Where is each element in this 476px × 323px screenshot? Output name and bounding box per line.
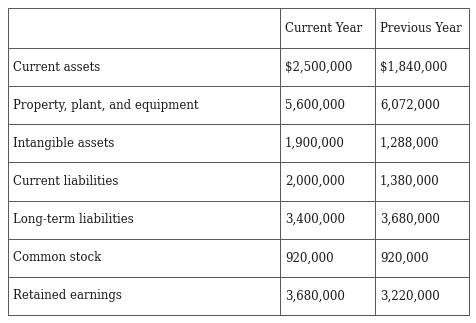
Text: Previous Year: Previous Year: [379, 22, 461, 35]
Text: 1,900,000: 1,900,000: [284, 137, 344, 150]
Text: 5,600,000: 5,600,000: [284, 99, 344, 112]
Text: Current Year: Current Year: [284, 22, 361, 35]
Text: 1,288,000: 1,288,000: [379, 137, 438, 150]
Text: 920,000: 920,000: [379, 251, 428, 264]
Text: 3,220,000: 3,220,000: [379, 289, 439, 302]
Text: $2,500,000: $2,500,000: [284, 61, 352, 74]
Text: Common stock: Common stock: [13, 251, 101, 264]
Text: $1,840,000: $1,840,000: [379, 61, 446, 74]
Text: 2,000,000: 2,000,000: [284, 175, 344, 188]
Text: Long-term liabilities: Long-term liabilities: [13, 213, 133, 226]
Text: 1,380,000: 1,380,000: [379, 175, 439, 188]
Text: 3,400,000: 3,400,000: [284, 213, 344, 226]
Text: Property, plant, and equipment: Property, plant, and equipment: [13, 99, 198, 112]
Text: Current liabilities: Current liabilities: [13, 175, 118, 188]
Text: Retained earnings: Retained earnings: [13, 289, 122, 302]
Text: 3,680,000: 3,680,000: [284, 289, 344, 302]
Text: 920,000: 920,000: [284, 251, 333, 264]
Text: Intangible assets: Intangible assets: [13, 137, 114, 150]
Text: 6,072,000: 6,072,000: [379, 99, 439, 112]
Text: Current assets: Current assets: [13, 61, 100, 74]
Text: 3,680,000: 3,680,000: [379, 213, 439, 226]
